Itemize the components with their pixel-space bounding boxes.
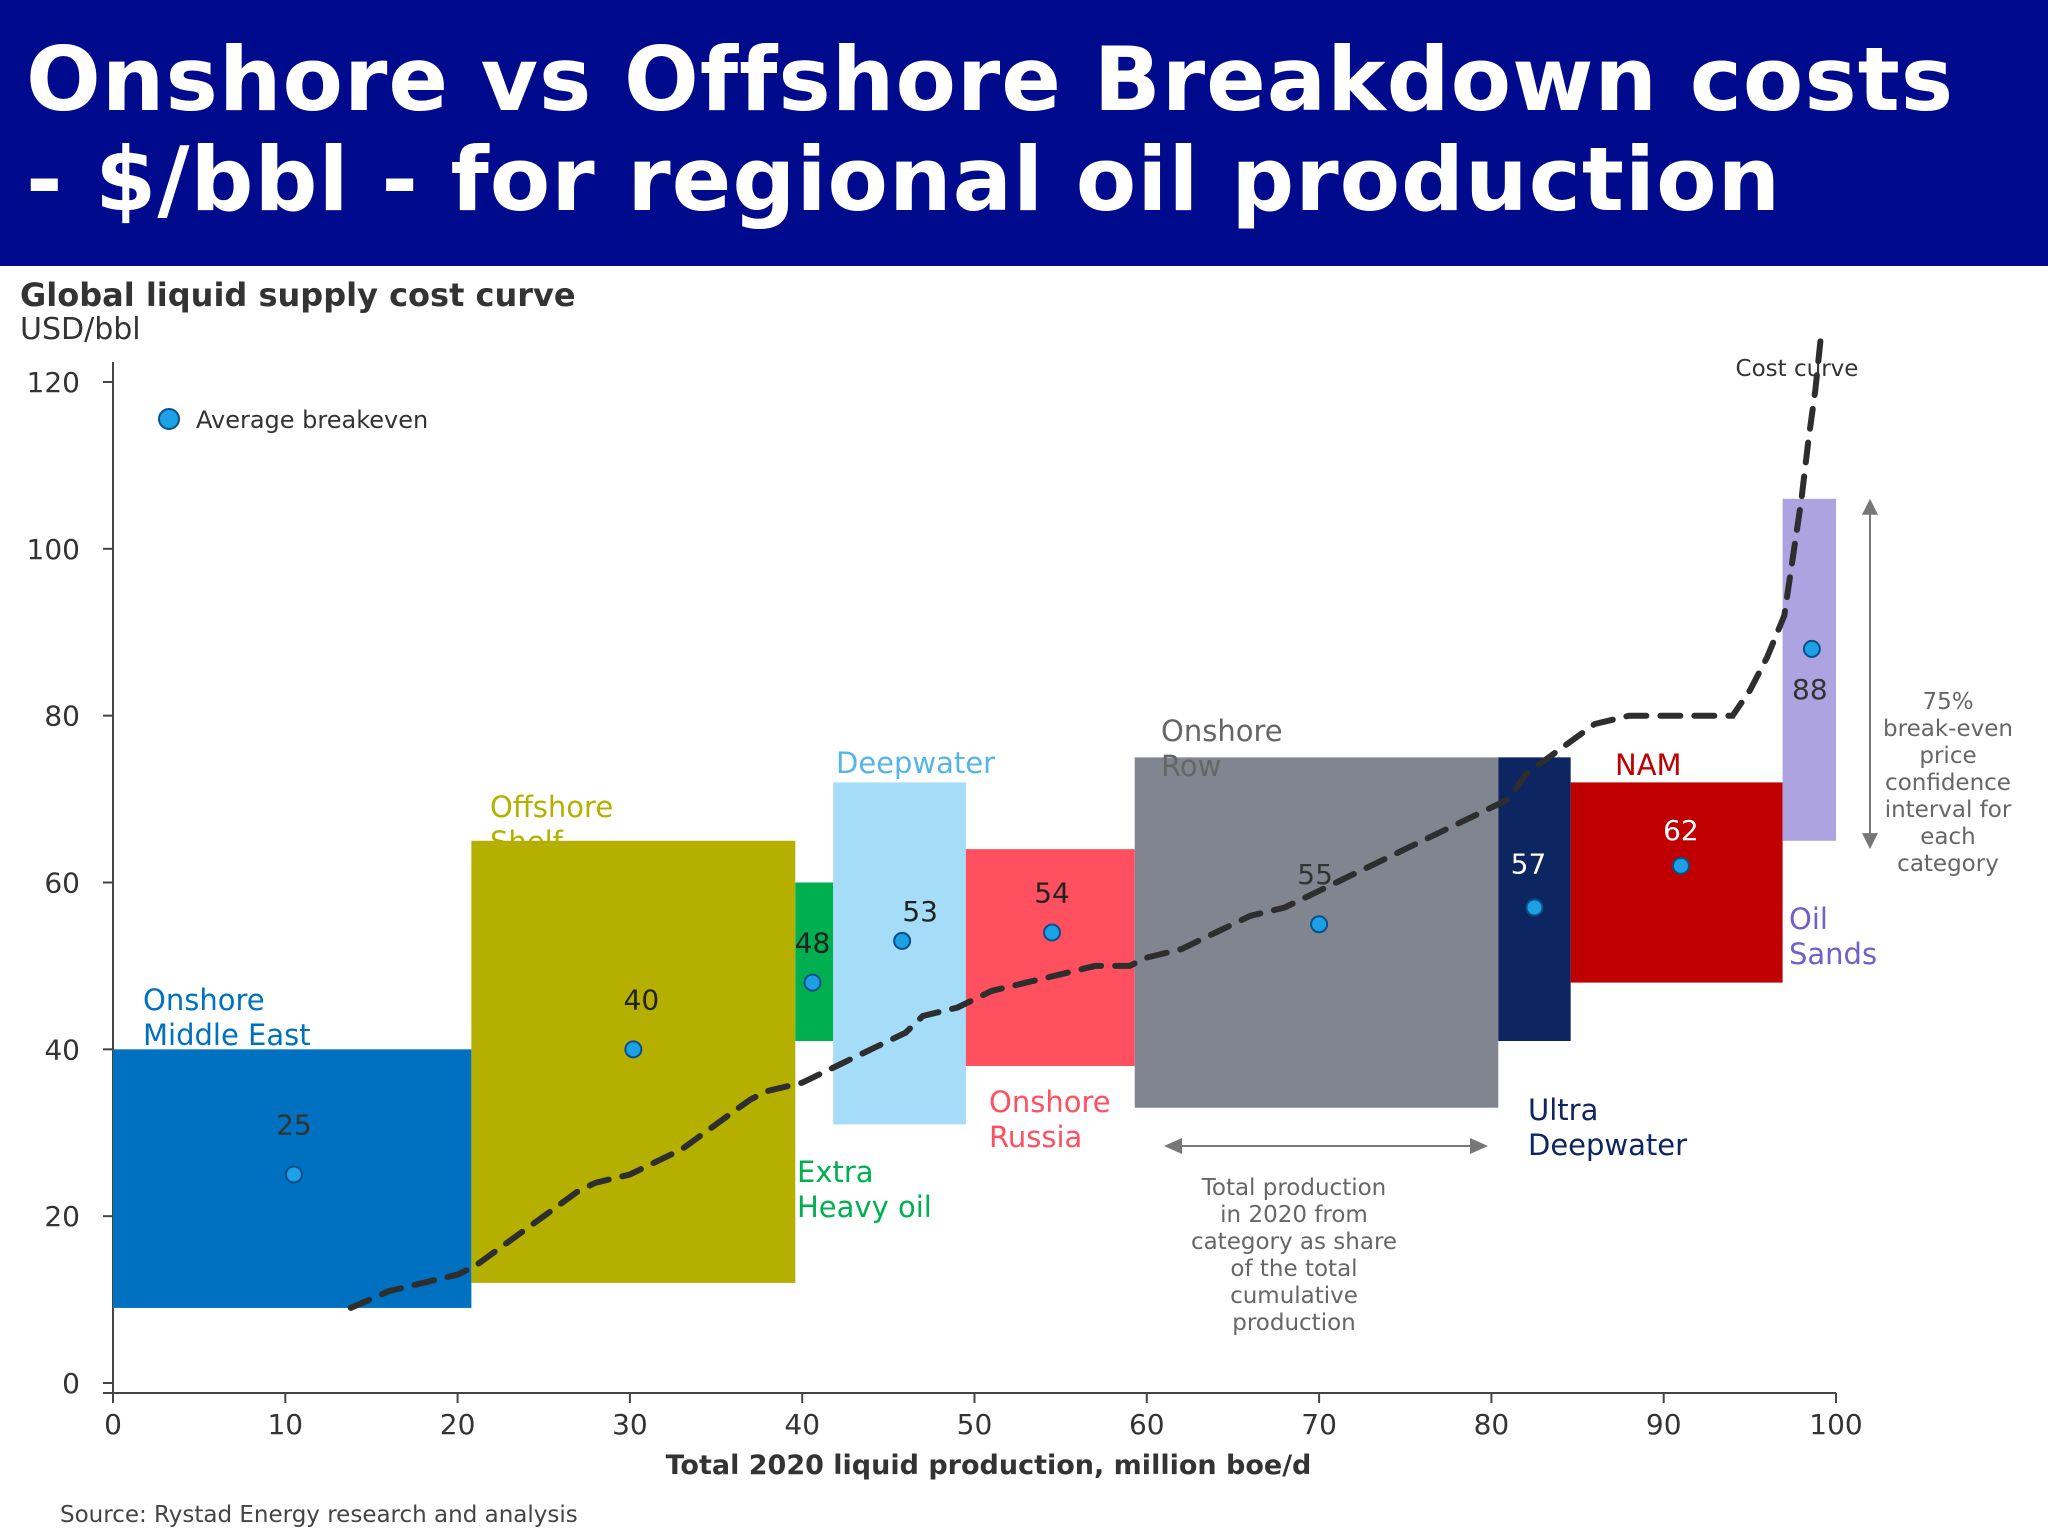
x-tick-label: 50 [957,1408,993,1441]
arrow-up-icon [1862,498,1878,515]
y-tick-label: 40 [44,1033,80,1066]
category-label: Shale [1615,783,1695,817]
confidence-interval-note: break-even [1883,716,2013,742]
production-share-note: production [1232,1310,1356,1336]
x-tick-label: 100 [1809,1408,1862,1441]
x-tick-label: 80 [1474,1408,1510,1441]
confidence-interval-note: confidence [1885,770,2011,796]
category-label: Shelf [490,825,564,859]
category-label: Sands [1789,937,1877,971]
y-tick-label: 80 [44,700,80,733]
x-tick-label: 20 [440,1408,476,1441]
production-share-note: cumulative [1230,1283,1358,1309]
avg-breakeven-dot [1043,923,1062,942]
y-tick-label: 100 [27,533,80,566]
category-label: Offshore [490,790,613,824]
avg-breakeven-value: 40 [624,983,660,1016]
source-note: Source: Rystad Energy research and analy… [60,1502,578,1528]
production-share-note: Total production [1201,1175,1387,1201]
chart-title: Global liquid supply cost curve [20,276,576,314]
x-tick-label: 70 [1301,1408,1337,1441]
x-tick-label: 40 [784,1408,820,1441]
slide-title: Onshore vs Offshore Breakdown costs - $/… [26,30,2036,230]
category-label: Ultra [1528,1093,1598,1127]
category-label: Onshore [143,983,265,1017]
avg-breakeven-dot [1525,898,1544,917]
arrow-right-icon [1470,1138,1488,1154]
avg-breakeven-dot [624,1040,643,1059]
category-label: Row [1161,749,1221,783]
slide-title-line-1: Onshore vs Offshore Breakdown costs [26,28,1955,131]
chart-unit-label: USD/bbl [20,312,141,347]
arrow-down-icon [1862,833,1878,850]
avg-breakeven-value: 62 [1663,814,1699,847]
bar-oil-sands [1782,498,1836,841]
avg-breakeven-dot [284,1165,303,1184]
avg-breakeven-dot [1671,856,1690,875]
avg-breakeven-dot [893,931,912,950]
avg-breakeven-value: 48 [795,927,831,960]
avg-breakeven-value: 53 [902,895,938,928]
y-tick-label: 120 [27,366,80,399]
category-label: Onshore [1161,714,1283,748]
confidence-interval-note: 75% [1922,689,1973,715]
avg-breakeven-dot [803,973,822,992]
x-tick-label: 0 [104,1408,122,1441]
avg-breakeven-dot [1310,915,1329,934]
bar-nam-shale [1570,782,1783,983]
x-tick-label: 30 [612,1408,648,1441]
y-tick-label: 60 [44,867,80,900]
legend-dot-icon [158,408,180,430]
category-label: Middle East [143,1018,311,1052]
bar-offshore-shelf [471,840,796,1283]
slide-title-line-2: - $/bbl - for regional oil production [26,128,1782,231]
avg-breakeven-value: 55 [1297,858,1333,891]
avg-breakeven-value: 57 [1511,848,1547,881]
cost-curve-line [347,337,1824,1311]
avg-breakeven-value: 54 [1034,877,1070,910]
confidence-interval-note: interval for [1885,797,2012,823]
bar-onshore-russia [965,849,1135,1067]
category-label: Russia [989,1120,1082,1154]
confidence-interval-note: category [1897,851,1999,877]
cost-curve-label: Cost curve [1736,356,1859,382]
category-label: Deepwater [1528,1128,1687,1162]
category-label: Onshore [989,1085,1111,1119]
legend-label: Average breakeven [196,406,428,434]
x-tick-label: 90 [1646,1408,1682,1441]
category-label: Deepwater [836,746,995,780]
bar-extra-heavy-oil [795,882,834,1041]
avg-breakeven-value: 88 [1792,673,1828,706]
y-tick-label: 20 [44,1200,80,1233]
bar-deepwater [833,782,966,1125]
production-share-note: in 2020 from [1220,1202,1368,1228]
confidence-interval-note: each [1920,824,1975,850]
arrow-left-icon [1164,1138,1182,1154]
category-label: Heavy oil [797,1190,932,1224]
slide-header: Onshore vs Offshore Breakdown costs - $/… [0,0,2048,266]
avg-breakeven-value: 25 [276,1108,312,1141]
x-tick-label: 60 [1129,1408,1165,1441]
category-label: Oil [1789,902,1828,936]
production-share-note: of the total [1230,1256,1357,1282]
avg-breakeven-dot [1802,639,1821,658]
y-tick-label: 0 [62,1367,80,1400]
category-label: Extra [797,1155,874,1189]
category-label: NAM [1615,748,1682,782]
x-axis-title: Total 2020 liquid production, million bo… [666,1450,1312,1481]
confidence-interval-note: price [1919,743,1976,769]
x-tick-label: 10 [267,1408,303,1441]
production-share-note: category as share [1191,1229,1397,1255]
